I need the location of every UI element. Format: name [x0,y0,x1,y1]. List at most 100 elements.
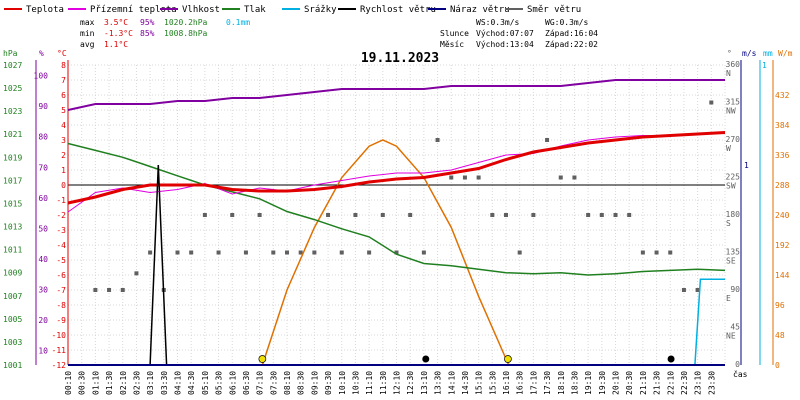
wind-direction-point [367,250,372,255]
wind-direction-point [531,213,536,217]
axis-tick-pct: 70 [38,163,48,172]
axis-tick-x: 07:10 [256,371,265,395]
axis-tick-pct: 90 [38,102,48,111]
axis-tick-x: 05:10 [201,371,210,395]
legend-entry: Srážky [304,5,337,15]
wind-direction-point [504,213,508,217]
axis-tick-c: -3 [56,226,66,235]
axis-tick-deg: 0 [735,360,740,369]
stat-value: Slunce [440,29,469,38]
axis-tick-x: 08:30 [297,371,306,395]
axis-tick-x: 07:30 [269,371,278,395]
stat-value: max [80,18,95,27]
axis-tick-c: -4 [56,241,66,250]
series-teplota [67,131,726,205]
axis-tick-x: 15:30 [488,371,497,395]
axis-tick-pct: 50 [38,224,48,233]
axis-tick-wm: 240 [775,211,790,220]
axis-tick-pct: 30 [38,285,48,294]
axis-tick-x: 11:30 [379,371,388,395]
axis-tick-x: 14:30 [461,371,470,395]
axis-tick-deg: 180 [726,210,741,219]
chart-title: 19.11.2023 [361,51,439,66]
axis-tick-x: 03:30 [160,371,169,395]
axis-tick-wm: 384 [775,121,790,130]
axis-tick-deg: 90 [730,285,740,294]
legend-entry: Směr větru [527,5,581,15]
wind-direction-point [271,250,276,255]
axis-tick-dir: E [726,294,731,303]
wind-direction-point [695,288,700,292]
wind-direction-point [326,213,331,217]
axis-tick-c: -9 [56,316,66,325]
axis-tick-ms: 1 [744,161,749,170]
axis-tick-x: 18:30 [570,371,579,395]
axis-tick-x: 19:30 [598,371,607,395]
stat-value: 85% [140,29,155,38]
stat-value: 1020.2hPa [164,18,208,27]
wind-direction-point [558,175,563,180]
axis-tick-c: -1 [56,196,66,205]
wind-direction-point [408,213,413,217]
axis-tick-x: 00:30 [78,371,87,395]
axis-tick-x: 04:10 [174,371,183,395]
stat-value: 95% [140,18,155,27]
axis-tick-c: 0 [61,181,66,190]
wind-direction-point [285,250,289,255]
axis-tick-pct: 20 [38,316,48,325]
axis-tick-c: -12 [52,361,67,370]
axis-tick-x: 18:10 [557,371,566,395]
axis-unit-ms: m/s [742,49,757,58]
wind-direction-point [189,250,194,255]
wind-direction-point [107,288,112,292]
axis-tick-pct: 60 [38,194,48,203]
wind-direction-point [148,250,153,255]
sunrise-marker [258,355,267,363]
axis-tick-x: 16:30 [516,371,525,395]
axis-tick-c: 2 [61,151,66,160]
stat-value: 1.1°C [104,40,128,49]
axis-tick-dir: N [726,69,731,78]
axis-tick-x: 05:30 [215,371,224,395]
wind-direction-point [216,250,221,255]
axis-tick-deg: 270 [726,135,741,144]
wind-direction-point [599,213,604,217]
stat-value: -1.3°C [104,29,133,38]
axis-tick-x: 17:30 [543,371,552,395]
axis-tick-c: -7 [56,286,66,295]
axis-tick-hpa: 1023 [3,107,22,116]
axis-tick-hpa: 1001 [3,361,22,370]
chart-stats: max 3.5°C 95% 1020.2hPa 0.1mm min -1.3°C 85% 100… [80,18,598,49]
stat-value: Západ:22:02 [545,40,598,49]
axis-unit-hpa: hPa [3,49,18,58]
legend-entry: Přízemní teplota [90,5,177,15]
wind-direction-point [640,250,645,255]
axis-tick-x: 22:10 [666,371,675,395]
axis-tick-hpa: 1019 [3,153,22,162]
axis-tick-c: 4 [61,121,66,130]
axis-tick-c: -5 [56,256,66,265]
axis-tick-deg: 135 [726,248,741,257]
stat-value: min [80,29,95,38]
axis-tick-x: 13:30 [434,371,443,395]
stat-value: avg [80,40,95,49]
axis-tick-c: -11 [52,346,67,355]
wind-direction-point [312,250,317,255]
stat-value: Východ:13:04 [476,40,534,49]
axis-tick-x: 10:10 [338,371,347,395]
axis-tick-x: 06:10 [228,371,237,395]
axis-tick-hpa: 1007 [3,292,22,301]
wind-direction-point [421,250,426,255]
chart-series [67,79,726,366]
axis-tick-x: 00:10 [64,371,73,395]
stat-value: 3.5°C [104,18,128,27]
axis-tick-c: 1 [61,166,66,175]
axis-tick-hpa: 1025 [3,84,22,93]
stat-value: WG:0.3m/s [545,18,589,27]
axis-tick-deg: 315 [726,98,741,107]
axis-tick-x: 04:30 [187,371,196,395]
axis-tick-dir: NE [726,332,736,341]
axis-tick-x: 14:10 [447,371,456,395]
axis-tick-pct: 10 [38,346,48,355]
wind-direction-point [93,288,98,292]
